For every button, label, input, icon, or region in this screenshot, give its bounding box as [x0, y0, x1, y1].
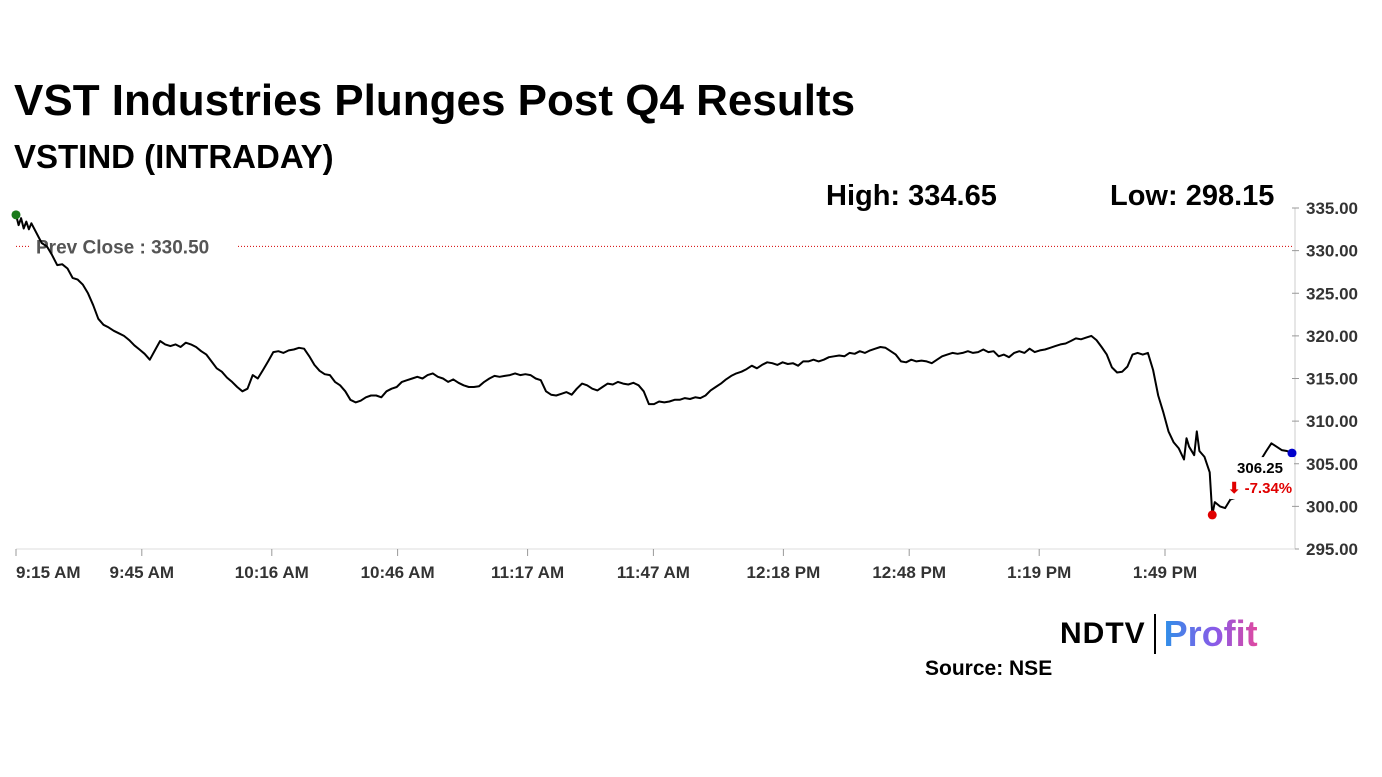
- y-tick-label: 335.00: [1306, 199, 1358, 218]
- y-tick-label: 320.00: [1306, 327, 1358, 346]
- y-tick-label: 310.00: [1306, 412, 1358, 431]
- y-tick-label: 295.00: [1306, 540, 1358, 559]
- y-tick-label: 330.00: [1306, 242, 1358, 261]
- low-dot: [1207, 510, 1217, 520]
- x-tick-label: 9:45 AM: [110, 563, 175, 582]
- y-axis: 335.00 330.00 325.00 320.00 315.00 310.00 305.…: [1292, 199, 1358, 559]
- prev-close-label: Prev Close : 330.50: [36, 237, 209, 258]
- chart-subtitle: VSTIND (INTRADAY): [14, 138, 334, 175]
- chart-title: VST Industries Plunges Post Q4 Results: [14, 76, 856, 125]
- y-tick-label: 300.00: [1306, 497, 1358, 516]
- x-tick-label: 11:47 AM: [617, 563, 690, 582]
- high-stat: High: 334.65: [826, 180, 997, 212]
- y-tick-label: 315.00: [1306, 370, 1358, 389]
- prev-close-label-bg: [30, 233, 238, 258]
- x-tick-label: 10:16 AM: [235, 563, 309, 582]
- logo-divider: [1153, 614, 1156, 654]
- open-dot: [11, 210, 21, 220]
- last-change-label: ⬇ -7.34%: [1228, 480, 1292, 497]
- x-tick-label: 1:19 PM: [1007, 563, 1071, 582]
- x-tick-label: 1:49 PM: [1133, 563, 1197, 582]
- source-note: Source: NSE: [925, 657, 1053, 680]
- logo-profit-text: Profit: [1163, 613, 1258, 654]
- y-tick-label: 305.00: [1306, 455, 1358, 474]
- x-tick-label: 12:18 PM: [747, 563, 821, 582]
- last-value-label: 306.25: [1237, 460, 1283, 477]
- x-tick-label: 11:17 AM: [491, 563, 564, 582]
- prev-close-group: Prev Close : 330.50: [16, 233, 1292, 258]
- x-tick-label: 10:46 AM: [361, 563, 435, 582]
- x-axis: 9:15 AM 9:45 AM 10:16 AM 10:46 AM 11:17 AM 11…: [15, 548, 1295, 582]
- logo-ndtv-text: NDTV: [1060, 617, 1146, 650]
- last-dot: [1287, 448, 1297, 458]
- last-label-bg: [1230, 457, 1294, 500]
- markers: 306.25 ⬇ -7.34%: [11, 210, 1297, 520]
- ndtv-profit-logo: NDTV Profit: [1060, 612, 1258, 656]
- x-tick-label: 12:48 PM: [872, 563, 946, 582]
- x-tick-label: 9:15 AM: [16, 563, 81, 582]
- price-line: [15, 214, 1293, 516]
- low-stat: Low: 298.15: [1110, 180, 1275, 212]
- y-tick-label: 325.00: [1306, 284, 1358, 303]
